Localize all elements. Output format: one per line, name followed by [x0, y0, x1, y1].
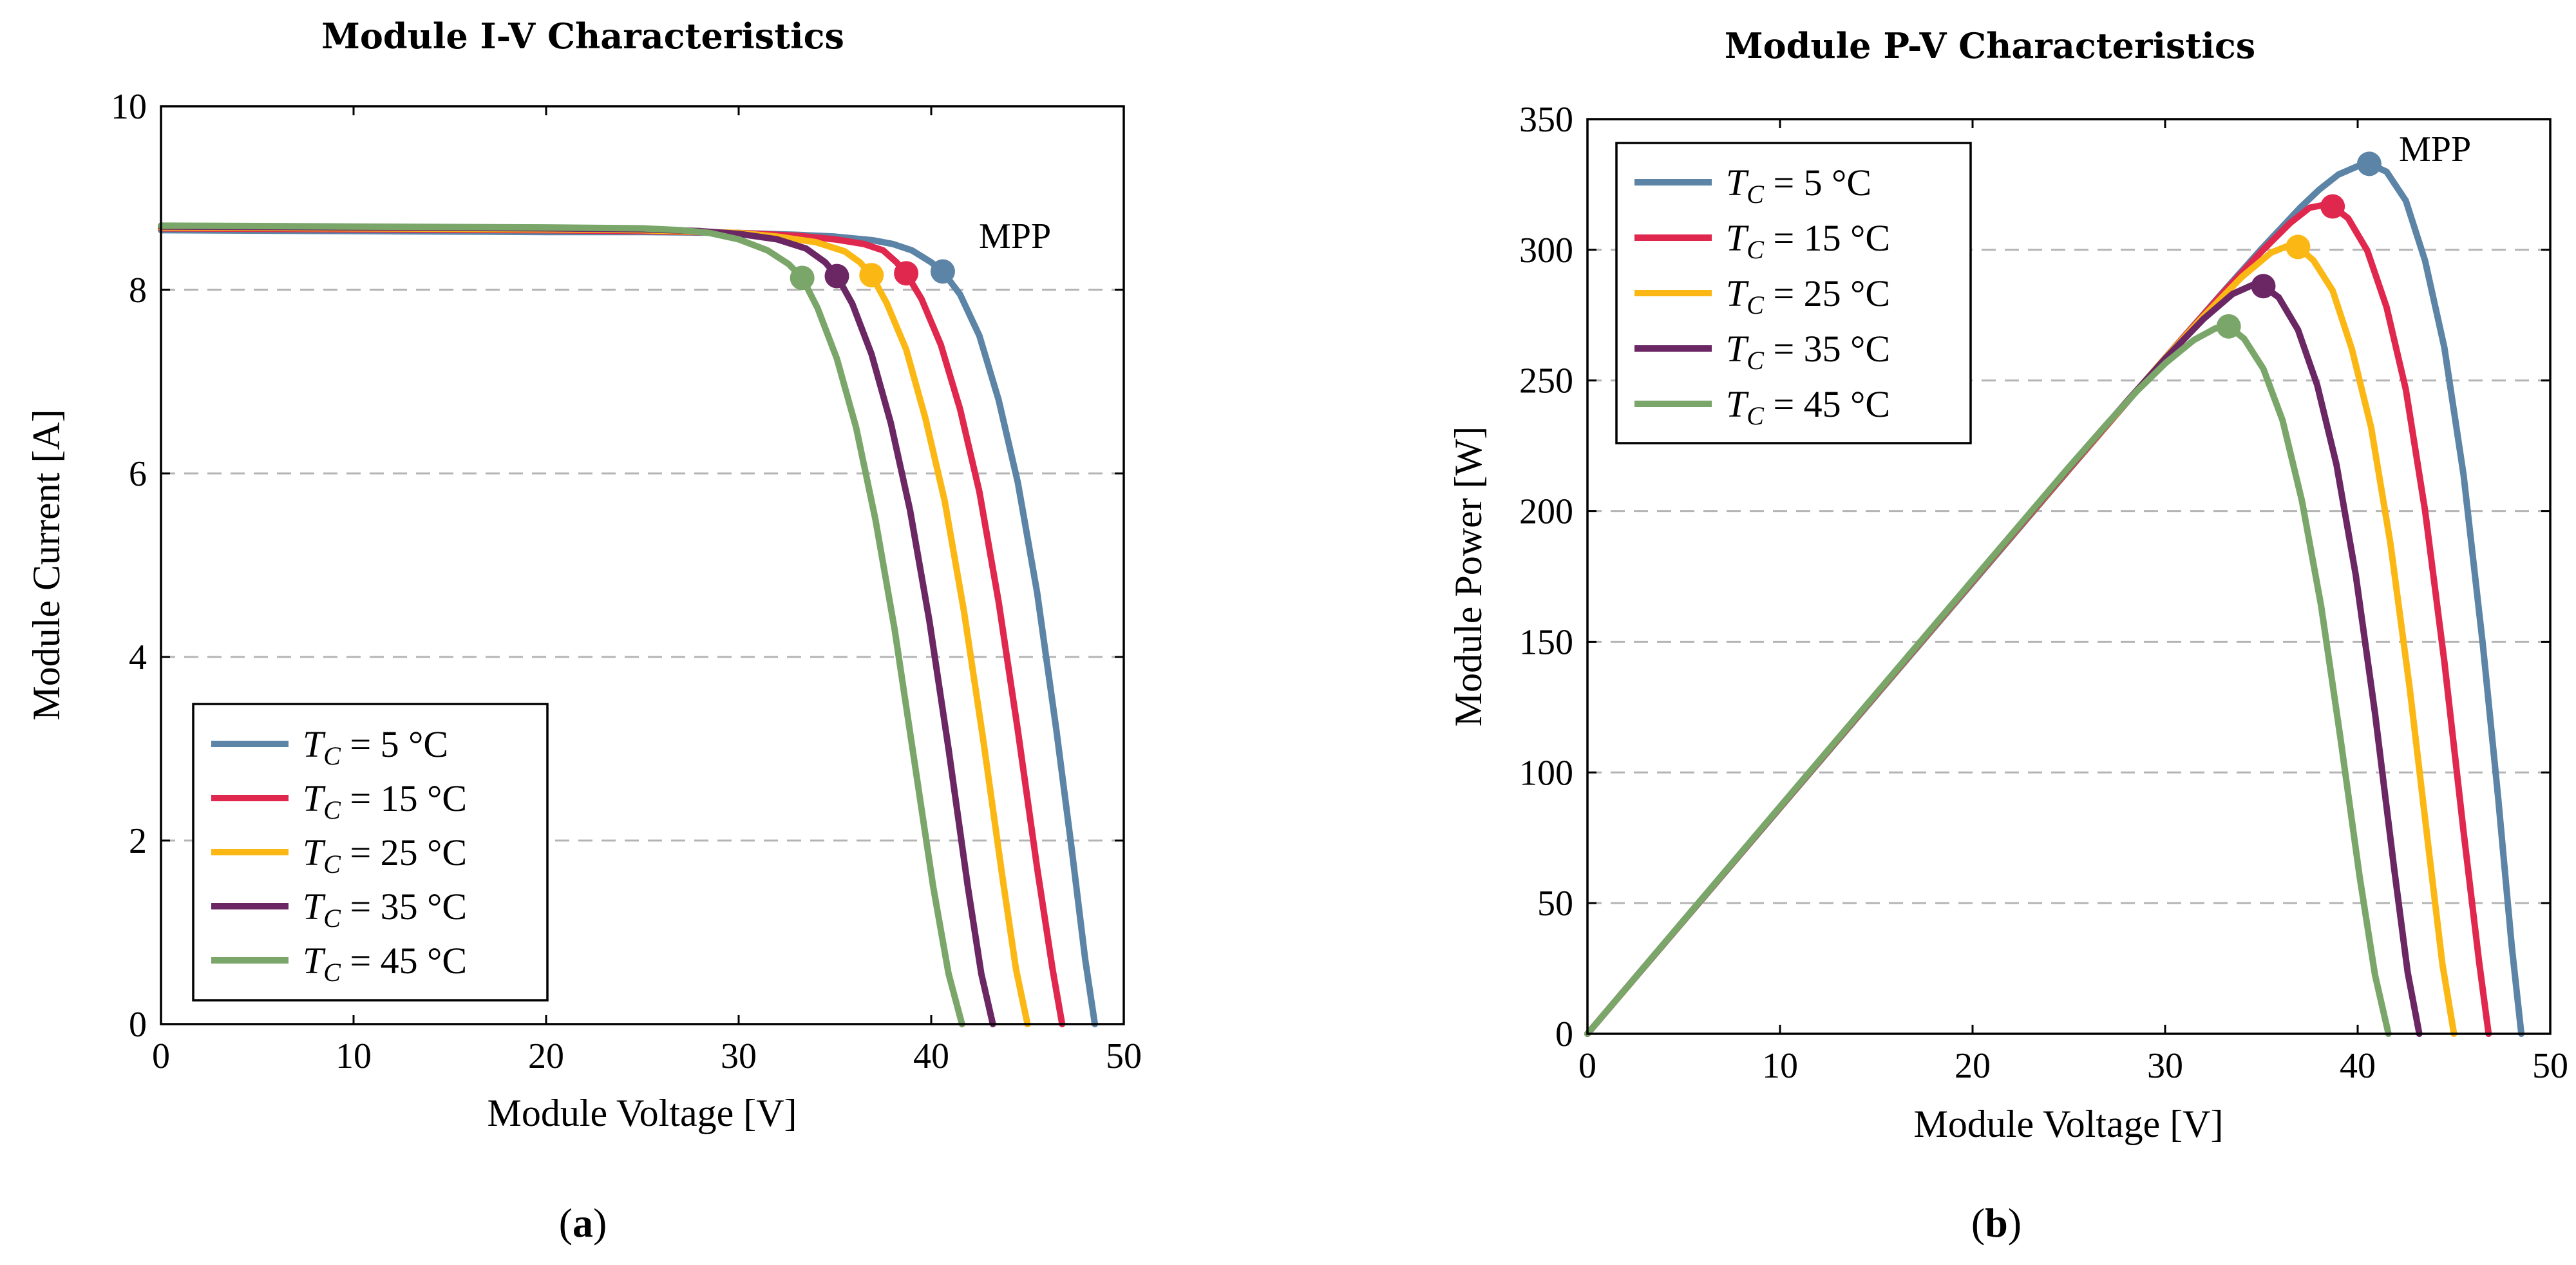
chart-pv-y-tick-label-3: 150: [1519, 622, 1573, 662]
chart-iv-x-tick-label-5: 50: [1106, 1036, 1142, 1076]
chart-pv-title: Module P-V Characteristics: [1725, 25, 2255, 66]
chart-pv-mpp-markers: [2216, 151, 2382, 339]
chart-pv-mpp-point-tc35: [2251, 274, 2276, 299]
chart-iv-legend-label-tc5: TC = 5 °C: [303, 723, 448, 770]
chart-iv-legend: TC = 5 °C TC = 15 °C TC = 25 °C TC = 35 °C T…: [192, 703, 549, 1002]
chart-iv-y-tick-label-2: 4: [129, 638, 147, 678]
chart-pv-x-tick-label-2: 20: [1955, 1046, 1991, 1086]
chart-iv-x-tick-label-3: 30: [721, 1036, 757, 1076]
chart-pv-x-tick-label-3: 30: [2147, 1046, 2183, 1086]
chart-pv-y-tick-label-1: 50: [1537, 884, 1573, 924]
chart-pv-mpp-annotation: MPP: [2399, 129, 2471, 169]
chart-pv-y-tick-label-4: 200: [1519, 492, 1573, 532]
chart-pv-y-tick-label-2: 100: [1519, 753, 1573, 793]
chart-iv-x-tick-label-1: 10: [336, 1036, 372, 1076]
chart-pv-y-tick-label-7: 350: [1519, 100, 1573, 140]
chart-pv-ticks: 0 10 20 30 40 50 0 50 100 150 200 250 300 350: [1519, 100, 2568, 1086]
chart-pv-plot-frame: [1586, 118, 2552, 1035]
chart-iv-y-tick-label-4: 8: [129, 271, 147, 310]
chart-pv-mpp-point-tc5: [2356, 151, 2382, 176]
chart-iv-y-tick-label-5: 10: [111, 87, 147, 127]
chart-iv-mpp-markers: [790, 259, 955, 290]
chart-iv: Module I-V Characteristics 0 10 20 30 40 50 0 2…: [25, 15, 1142, 1246]
chart-iv-mpp-point-tc45: [790, 265, 815, 290]
chart-iv-x-tick-label-2: 20: [528, 1036, 564, 1076]
chart-pv: Module P-V Characteristics 0 10 20 30 40 50 0 5…: [1447, 25, 2568, 1246]
chart-pv-x-tick-label-4: 40: [2340, 1046, 2376, 1086]
chart-iv-x-tick-label-4: 40: [913, 1036, 949, 1076]
chart-iv-panel-label: (a): [559, 1200, 607, 1246]
chart-iv-y-axis-label: Module Current [A]: [25, 409, 68, 720]
chart-pv-legend-label-tc15: TC = 15 °C: [1726, 217, 1890, 264]
chart-pv-legend-label-tc35: TC = 35 °C: [1726, 328, 1890, 375]
chart-iv-legend-label-tc45: TC = 45 °C: [303, 940, 467, 987]
chart-pv-mpp-point-tc15: [2320, 194, 2345, 219]
chart-iv-y-tick-label-1: 2: [129, 821, 147, 861]
chart-pv-y-tick-label-5: 250: [1519, 361, 1573, 401]
chart-pv-panel-letter: b: [1985, 1200, 2008, 1246]
chart-iv-legend-label-tc15: TC = 15 °C: [303, 777, 467, 824]
chart-pv-x-tick-label-1: 10: [1762, 1046, 1798, 1086]
chart-iv-panel-letter: a: [573, 1200, 593, 1246]
chart-iv-ticks: 0 10 20 30 40 50 0 2 4 6 8 10: [111, 87, 1142, 1076]
chart-pv-x-tick-label-0: 0: [1578, 1046, 1596, 1086]
chart-pv-legend-label-tc25: TC = 25 °C: [1726, 272, 1890, 319]
chart-iv-legend-label-tc25: TC = 25 °C: [303, 832, 467, 879]
chart-iv-x-tick-label-0: 0: [152, 1036, 170, 1076]
chart-pv-legend-label-tc45: TC = 45 °C: [1726, 383, 1890, 430]
chart-iv-x-axis-label: Module Voltage [V]: [487, 1092, 797, 1134]
chart-iv-mpp-point-tc5: [930, 259, 955, 284]
chart-iv-title: Module I-V Characteristics: [321, 15, 844, 57]
chart-pv-grid: [1587, 249, 2550, 904]
chart-pv-legend-label-tc5: TC = 5 °C: [1726, 162, 1871, 209]
chart-iv-legend-label-tc35: TC = 35 °C: [303, 886, 467, 933]
chart-iv-y-tick-label-3: 6: [129, 454, 147, 494]
chart-pv-mpp-point-tc25: [2286, 234, 2311, 260]
chart-pv-panel-label: (b): [1971, 1200, 2022, 1246]
chart-pv-y-tick-label-6: 300: [1519, 231, 1573, 271]
chart-pv-y-axis-label: Module Power [W]: [1447, 426, 1490, 727]
chart-pv-mpp-point-tc45: [2216, 314, 2241, 339]
chart-pv-y-tick-label-0: 0: [1555, 1014, 1573, 1054]
chart-iv-mpp-point-tc35: [824, 263, 849, 289]
chart-iv-mpp-annotation: MPP: [979, 216, 1051, 256]
chart-iv-plot-frame: [160, 105, 1125, 1025]
chart-pv-x-tick-label-5: 50: [2532, 1046, 2568, 1086]
chart-iv-mpp-point-tc25: [859, 263, 884, 288]
chart-pv-legend: TC = 5 °C TC = 15 °C TC = 25 °C TC = 35 °C T…: [1615, 142, 1972, 444]
chart-iv-y-tick-label-0: 0: [129, 1005, 147, 1045]
chart-iv-mpp-point-tc15: [894, 261, 919, 286]
chart-pv-x-axis-label: Module Voltage [V]: [1913, 1103, 2223, 1145]
